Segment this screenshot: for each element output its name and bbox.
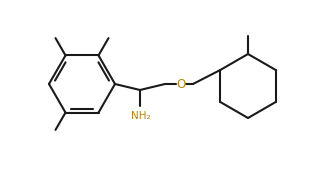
Text: O: O [176,77,186,90]
Text: NH₂: NH₂ [131,111,151,121]
